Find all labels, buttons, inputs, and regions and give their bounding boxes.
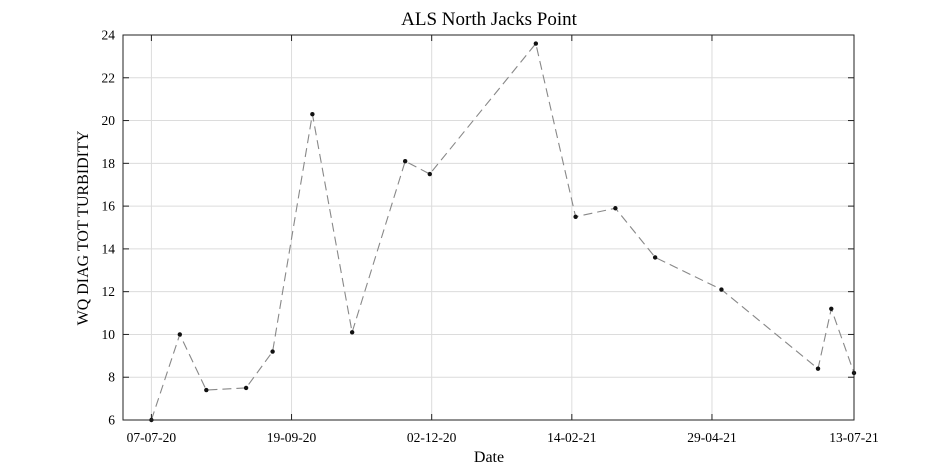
x-axis-label: Date [474,449,504,466]
x-tick-label: 14-02-21 [547,430,597,445]
x-tick-label: 02-12-20 [407,430,457,445]
y-tick-label: 22 [102,70,116,85]
data-point [573,214,578,220]
y-tick-label: 14 [102,241,116,256]
data-point [815,366,821,371]
data-point [719,287,724,292]
y-tick-label: 6 [108,413,115,428]
plot-frame [122,34,855,421]
y-axis-label: WQ DIAG TOT TURBIDITY [75,130,92,325]
chart-title: ALS North Jacks Point [401,9,577,30]
data-point [243,385,249,391]
y-tick-label: 18 [102,156,116,171]
y-tick-label: 24 [102,28,116,43]
x-tick-label: 29-04-21 [687,430,737,445]
y-tick-label: 16 [102,199,116,214]
series-layer [149,41,857,423]
y-tick-label: 20 [102,113,116,128]
axis-ticks: 6 8 10 12 14 16 18 20 22 24 07-07-20 19-09-20 02-12-… [102,28,879,446]
data-point [613,206,618,211]
data-point [177,332,183,337]
data-point [204,387,209,393]
data-point [533,41,539,46]
data-point [349,330,355,335]
x-tick-label: 19-09-20 [267,430,317,445]
x-tick-label: 13-07-21 [829,430,879,445]
data-point [310,111,315,117]
data-point [402,158,408,164]
x-tick-label: 07-07-20 [127,430,177,445]
data-point [652,255,658,260]
data-point [270,349,275,354]
y-tick-label: 8 [108,370,115,385]
y-tick-label: 10 [102,327,116,342]
grid [123,34,855,421]
series-line [150,42,855,421]
data-point [427,171,432,177]
y-tick-label: 12 [102,284,116,299]
data-point [829,306,834,311]
